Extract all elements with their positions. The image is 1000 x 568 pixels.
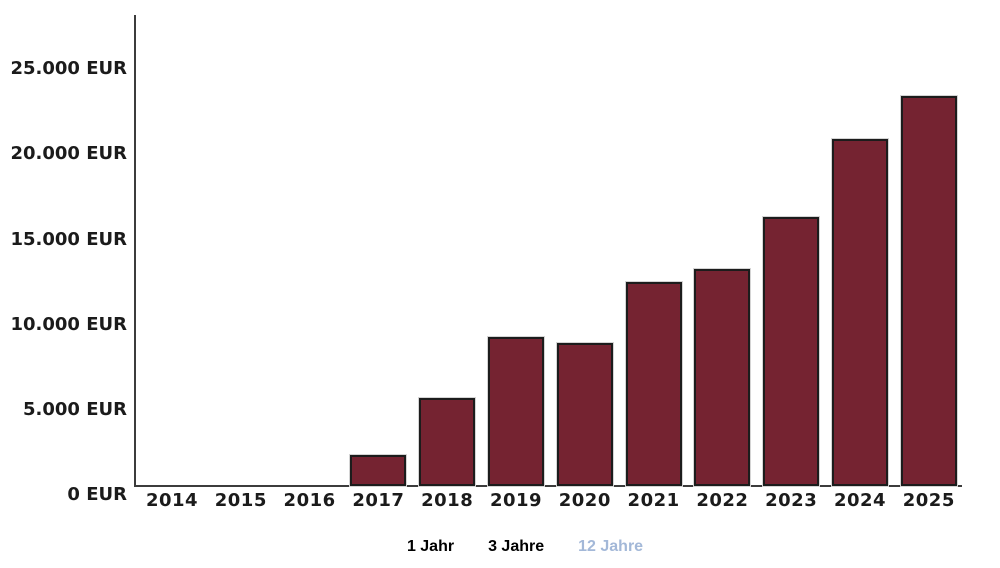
period-selector: 1 Jahr 3 Jahre 12 Jahre [407, 538, 643, 556]
bar-2019[interactable] [487, 335, 545, 487]
y-tick-label-15000: 15.000 EUR [10, 228, 128, 250]
period-1-jahr[interactable]: 1 Jahr [406, 538, 455, 555]
x-tick-label-2019: 2019 [489, 490, 543, 511]
period-12-jahre[interactable]: 12 Jahre [578, 538, 644, 555]
y-tick-label-10000: 10.000 EUR [10, 313, 128, 335]
x-axis-line [134, 485, 962, 487]
bar-2024[interactable] [831, 138, 889, 487]
y-tick-label-0: 0 EUR [67, 484, 127, 505]
y-tick-label-20000: 20.000 EUR [10, 143, 128, 165]
period-3-jahre[interactable]: 3 Jahre [488, 538, 545, 555]
x-tick-label-2016: 2016 [283, 490, 336, 511]
x-tick-label-2022: 2022 [696, 490, 749, 511]
x-tick-label-2020: 2020 [558, 490, 611, 511]
bar-2018[interactable] [418, 397, 477, 487]
bar-2022[interactable] [693, 267, 752, 487]
x-tick-label-2014: 2014 [145, 490, 199, 511]
x-tick-label-2018: 2018 [421, 490, 474, 511]
x-tick-label-2021: 2021 [627, 490, 680, 511]
x-tick-label-2015: 2015 [214, 490, 267, 511]
bar-2025[interactable] [899, 94, 958, 487]
bar-2020[interactable] [555, 341, 614, 487]
y-tick-label-25000: 25.000 EUR [10, 58, 128, 80]
y-tick-label-5000: 5.000 EUR [23, 398, 127, 420]
bar-2023[interactable] [762, 215, 821, 487]
x-tick-label-2023: 2023 [765, 490, 818, 511]
x-tick-label-2024: 2024 [833, 490, 887, 511]
x-tick-label-2017: 2017 [352, 490, 405, 511]
y-axis-line [134, 15, 136, 487]
bar-2017[interactable] [349, 454, 408, 487]
x-tick-label-2025: 2025 [902, 490, 955, 511]
bar-2021[interactable] [624, 281, 683, 487]
